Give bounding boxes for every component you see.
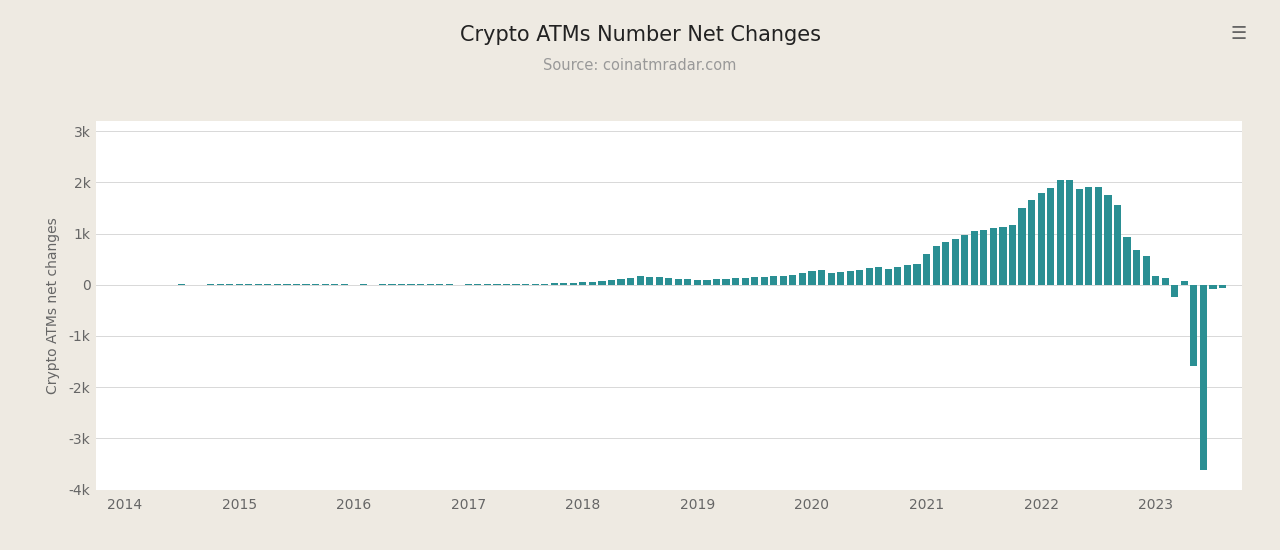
Bar — [1219, 285, 1226, 288]
Bar — [598, 281, 605, 285]
Bar — [741, 278, 749, 285]
Bar — [818, 270, 826, 285]
Bar — [799, 273, 806, 285]
Bar — [1133, 250, 1140, 285]
Text: Crypto ATMs Number Net Changes: Crypto ATMs Number Net Changes — [460, 25, 820, 45]
Bar — [274, 284, 282, 285]
Bar — [321, 284, 329, 285]
Bar — [617, 279, 625, 285]
Bar — [1152, 276, 1160, 285]
Bar — [760, 277, 768, 285]
Bar — [522, 284, 529, 285]
Bar — [790, 274, 796, 285]
Bar — [580, 282, 586, 285]
Bar — [1162, 278, 1169, 285]
Bar — [1085, 186, 1092, 285]
Bar — [980, 229, 987, 285]
Bar — [1038, 192, 1044, 285]
Bar — [722, 279, 730, 285]
Bar — [685, 279, 691, 285]
Bar — [904, 265, 911, 285]
Bar — [1143, 256, 1149, 285]
Bar — [570, 283, 577, 285]
Bar — [876, 267, 882, 285]
Bar — [1019, 208, 1025, 285]
Bar — [666, 278, 672, 285]
Bar — [856, 270, 863, 285]
Bar — [1199, 285, 1207, 470]
Bar — [1066, 180, 1074, 285]
Bar — [933, 246, 940, 285]
Bar — [895, 267, 901, 285]
Bar — [837, 272, 845, 285]
Text: Source: coinatmradar.com: Source: coinatmradar.com — [543, 58, 737, 73]
Bar — [970, 231, 978, 285]
Bar — [865, 268, 873, 285]
Bar — [846, 271, 854, 285]
Bar — [1105, 195, 1111, 285]
Bar — [827, 273, 835, 285]
Bar — [694, 280, 701, 285]
Bar — [961, 235, 969, 285]
Bar — [914, 265, 920, 285]
Bar — [732, 278, 740, 285]
Bar — [1190, 285, 1198, 366]
Bar — [1171, 285, 1179, 296]
Bar — [1114, 206, 1121, 285]
Bar — [1180, 280, 1188, 285]
Bar — [809, 272, 815, 285]
Bar — [589, 282, 596, 285]
Bar — [646, 277, 653, 285]
Bar — [704, 279, 710, 285]
Y-axis label: Crypto ATMs net changes: Crypto ATMs net changes — [46, 217, 60, 394]
Bar — [1000, 228, 1006, 285]
Bar — [550, 283, 558, 285]
Bar — [1047, 188, 1055, 285]
Bar — [942, 243, 950, 285]
Bar — [1210, 285, 1216, 289]
Bar — [636, 276, 644, 285]
Bar — [780, 276, 787, 285]
Bar — [503, 284, 511, 285]
Bar — [1094, 186, 1102, 285]
Bar — [561, 283, 567, 285]
Bar — [989, 228, 997, 285]
Bar — [1056, 180, 1064, 285]
Bar — [512, 284, 520, 285]
Bar — [541, 284, 548, 285]
Bar — [751, 277, 758, 285]
Bar — [1009, 225, 1016, 285]
Bar — [1124, 237, 1130, 285]
Bar — [531, 284, 539, 285]
Bar — [627, 278, 634, 285]
Bar — [1075, 189, 1083, 285]
Bar — [713, 279, 721, 285]
Bar — [884, 269, 892, 285]
Bar — [923, 254, 931, 285]
Bar — [332, 284, 338, 285]
Bar — [655, 277, 663, 285]
Bar — [340, 284, 348, 285]
Bar — [771, 276, 777, 285]
Bar — [675, 279, 682, 285]
Bar — [484, 284, 492, 285]
Text: ☰: ☰ — [1230, 25, 1247, 43]
Bar — [951, 239, 959, 285]
Bar — [1028, 200, 1036, 285]
Bar — [608, 280, 616, 285]
